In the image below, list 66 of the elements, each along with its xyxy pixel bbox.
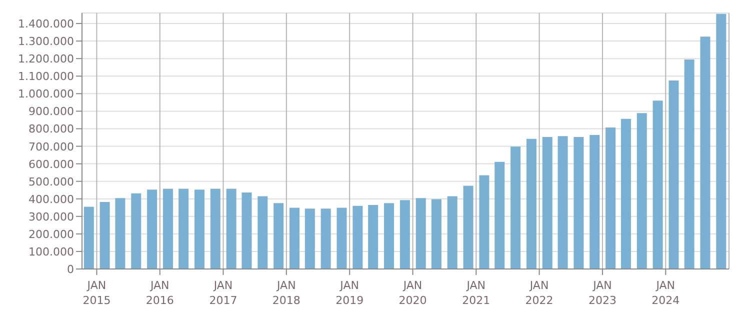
- x-tick-label: JAN 2021: [462, 279, 490, 307]
- x-tick-label: JAN 2016: [146, 279, 174, 307]
- bar: [352, 206, 363, 269]
- bar: [100, 202, 110, 269]
- y-tick-label: 100.000: [28, 245, 74, 258]
- x-tick-label: JAN 2023: [588, 279, 616, 307]
- bar: [463, 186, 474, 269]
- y-tick-label: 600.000: [28, 158, 74, 171]
- bar: [636, 113, 647, 269]
- bar: [510, 146, 521, 269]
- bar: [606, 128, 616, 269]
- y-tick-label: 900.000: [28, 105, 74, 118]
- bar: [304, 208, 315, 269]
- x-tick-label: JAN 2017: [209, 279, 238, 307]
- x-tick-label: JAN 2022: [525, 279, 554, 307]
- bar: [147, 190, 158, 269]
- bar: [290, 208, 300, 269]
- bar: [652, 100, 663, 269]
- bar: [668, 80, 679, 269]
- x-tick-label: JAN 2015: [82, 279, 111, 307]
- x-tick-label: JAN 2024: [652, 279, 680, 307]
- bar: [590, 135, 600, 269]
- bar: [479, 175, 490, 269]
- y-tick-label: 400.000: [28, 192, 74, 206]
- y-tick-label: 1.400.000: [18, 18, 74, 31]
- y-tick-label: 1.000.000: [18, 88, 74, 101]
- x-tick-label: JAN 2018: [272, 279, 300, 307]
- y-tick-label: 0: [67, 263, 74, 276]
- y-tick-label: 800.000: [28, 122, 74, 136]
- bar: [178, 188, 189, 269]
- x-tick-label: JAN 2019: [336, 279, 364, 307]
- y-tick-label: 1.300.000: [18, 35, 74, 48]
- bar: [84, 206, 94, 269]
- bar: [416, 198, 426, 269]
- bar: [542, 136, 552, 269]
- bar: [115, 198, 126, 269]
- bar: [384, 203, 394, 269]
- bar: [716, 14, 726, 269]
- bar: [558, 136, 568, 269]
- bar: [336, 208, 347, 269]
- bar: [242, 192, 252, 269]
- bar: [368, 205, 378, 269]
- y-tick-label: 500.000: [28, 175, 74, 188]
- y-tick-label: 200.000: [28, 228, 74, 241]
- bar: [684, 59, 694, 269]
- bar: [210, 188, 220, 269]
- bar: [194, 190, 204, 269]
- bar: [131, 193, 142, 269]
- y-tick-label: 1.200.000: [18, 52, 74, 66]
- x-tick-label: JAN 2020: [398, 279, 427, 307]
- y-tick-label: 700.000: [28, 140, 74, 154]
- bar: [431, 199, 442, 269]
- bar: [526, 138, 536, 269]
- y-tick-label: 300.000: [28, 210, 74, 224]
- bar: [162, 188, 173, 269]
- bar: [226, 188, 236, 269]
- bar: [274, 203, 284, 269]
- bar: [700, 36, 710, 269]
- bar: [574, 136, 584, 269]
- bar: [620, 118, 631, 269]
- bar: [447, 196, 458, 269]
- bar: [400, 200, 410, 269]
- bar: [494, 162, 505, 269]
- bar: [258, 196, 268, 269]
- y-tick-label: 1.100.000: [18, 70, 74, 84]
- bar: [320, 208, 331, 269]
